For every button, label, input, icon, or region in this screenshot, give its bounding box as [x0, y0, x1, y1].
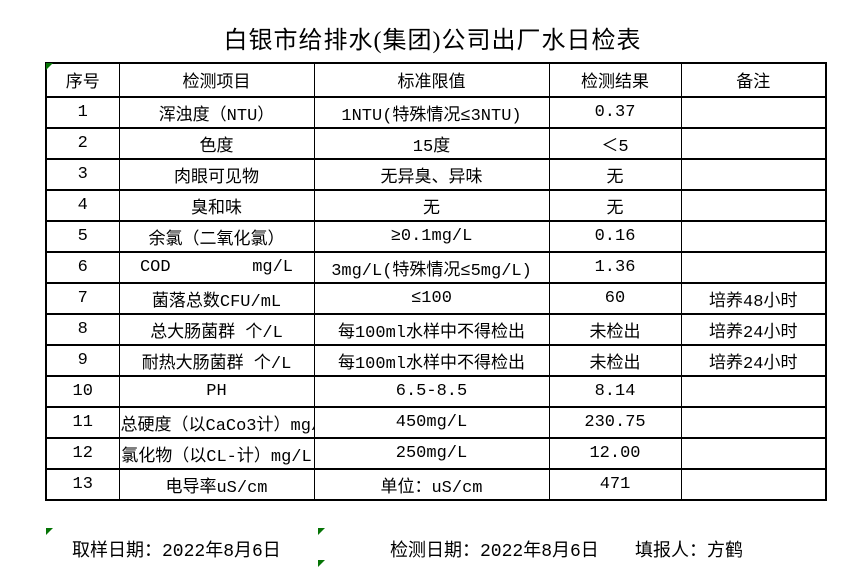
cell-item[interactable]: 臭和味	[118, 189, 315, 222]
cell-limit[interactable]: 每100ml水样中不得检出	[313, 313, 550, 346]
cell-result[interactable]: 0.37	[548, 96, 682, 129]
cell-no[interactable]: 11	[45, 406, 120, 439]
table-body: 1 浑浊度（NTU） 1NTU(特殊情况≤3NTU) 0.37 2 色度 15度…	[45, 96, 827, 501]
cell-remark[interactable]	[680, 127, 827, 160]
inspection-table: 序号 检测项目 标准限值 检测结果 备注 1 浑浊度（NTU） 1NTU(特殊情…	[45, 62, 827, 501]
table-row: 10 PH 6.5-8.5 8.14	[45, 375, 827, 408]
cell-no[interactable]: 12	[45, 437, 120, 470]
cell-item[interactable]: 浑浊度（NTU）	[118, 96, 315, 129]
cell-item[interactable]: 余氯（二氧化氯）	[118, 220, 315, 253]
cell-no[interactable]: 10	[45, 375, 120, 408]
cell-result[interactable]: 未检出	[548, 344, 682, 377]
cell-item[interactable]: 总硬度（以CaCo3计）mg/L	[118, 406, 315, 439]
excel-error-indicator-icon	[318, 560, 325, 567]
cell-no[interactable]: 5	[45, 220, 120, 253]
cell-remark[interactable]: 培养24小时	[680, 313, 827, 346]
cell-item[interactable]: COD mg/L	[118, 251, 315, 284]
column-header-no[interactable]: 序号	[45, 62, 120, 98]
cell-item[interactable]: 氯化物（以CL-计）mg/L	[118, 437, 315, 470]
table-row: 11 总硬度（以CaCo3计）mg/L 450mg/L 230.75	[45, 406, 827, 439]
cell-remark[interactable]: 培养24小时	[680, 344, 827, 377]
cell-result[interactable]: 12.00	[548, 437, 682, 470]
cell-no[interactable]: 4	[45, 189, 120, 222]
footer: 取样日期：2022年8月6日 检测日期：2022年8月6日 填报人：方鹤	[0, 536, 865, 562]
cell-limit[interactable]: 15度	[313, 127, 550, 160]
column-header-result[interactable]: 检测结果	[548, 62, 682, 98]
cell-no[interactable]: 13	[45, 468, 120, 501]
sampling-date-text: 取样日期：2022年8月6日	[72, 542, 281, 562]
reporter-text: 填报人：方鹤	[635, 542, 743, 562]
table-row: 1 浑浊度（NTU） 1NTU(特殊情况≤3NTU) 0.37	[45, 96, 827, 129]
cell-no[interactable]: 3	[45, 158, 120, 191]
cell-item[interactable]: PH	[118, 375, 315, 408]
cell-no[interactable]: 7	[45, 282, 120, 315]
table-row: 3 肉眼可见物 无异臭、异味 无	[45, 158, 827, 191]
cell-remark[interactable]	[680, 220, 827, 253]
cell-result[interactable]: 8.14	[548, 375, 682, 408]
cell-remark[interactable]	[680, 251, 827, 284]
table-row: 5 余氯（二氧化氯） ≥0.1mg/L 0.16	[45, 220, 827, 253]
table-row: 8 总大肠菌群 个/L 每100ml水样中不得检出 未检出 培养24小时	[45, 313, 827, 346]
cell-remark[interactable]	[680, 189, 827, 222]
cell-item[interactable]: 耐热大肠菌群 个/L	[118, 344, 315, 377]
cell-remark[interactable]	[680, 96, 827, 129]
excel-error-indicator-icon	[46, 63, 53, 70]
cell-result[interactable]: 471	[548, 468, 682, 501]
cell-result[interactable]: ＜5	[548, 127, 682, 160]
column-header-remark[interactable]: 备注	[680, 62, 827, 98]
cell-item[interactable]: 菌落总数CFU/mL	[118, 282, 315, 315]
cell-limit[interactable]: ≤100	[313, 282, 550, 315]
table-row: 2 色度 15度 ＜5	[45, 127, 827, 160]
cell-item[interactable]: 总大肠菌群 个/L	[118, 313, 315, 346]
cell-item[interactable]: 色度	[118, 127, 315, 160]
table-row: 6 COD mg/L 3mg/L(特殊情况≤5mg/L) 1.36	[45, 251, 827, 284]
cell-limit[interactable]: 1NTU(特殊情况≤3NTU)	[313, 96, 550, 129]
header-row: 序号 检测项目 标准限值 检测结果 备注	[45, 62, 827, 98]
cell-remark[interactable]	[680, 406, 827, 439]
cell-no[interactable]: 9	[45, 344, 120, 377]
column-header-limit[interactable]: 标准限值	[313, 62, 550, 98]
table-row: 13 电导率uS/cm 单位：uS/cm 471	[45, 468, 827, 501]
cell-result[interactable]: 无	[548, 158, 682, 191]
cell-no[interactable]: 6	[45, 251, 120, 284]
cell-no[interactable]: 8	[45, 313, 120, 346]
cell-remark[interactable]	[680, 158, 827, 191]
cell-item[interactable]: 电导率uS/cm	[118, 468, 315, 501]
cell-remark[interactable]: 培养48小时	[680, 282, 827, 315]
cell-limit[interactable]: 无	[313, 189, 550, 222]
cell-no[interactable]: 1	[45, 96, 120, 129]
cell-remark[interactable]	[680, 468, 827, 501]
cell-limit[interactable]: 每100ml水样中不得检出	[313, 344, 550, 377]
table-row: 12 氯化物（以CL-计）mg/L 250mg/L 12.00	[45, 437, 827, 470]
cell-result[interactable]: 无	[548, 189, 682, 222]
page-title: 白银市给排水(集团)公司出厂水日检表	[223, 28, 642, 54]
cell-limit[interactable]: 3mg/L(特殊情况≤5mg/L)	[313, 251, 550, 284]
cell-limit[interactable]: 450mg/L	[313, 406, 550, 439]
test-date-text: 检测日期：2022年8月6日	[390, 542, 599, 562]
excel-error-indicator-icon	[318, 528, 325, 535]
cell-limit[interactable]: 无异臭、异味	[313, 158, 550, 191]
cell-result[interactable]: 0.16	[548, 220, 682, 253]
cell-limit[interactable]: 250mg/L	[313, 437, 550, 470]
cell-result[interactable]: 1.36	[548, 251, 682, 284]
cell-result[interactable]: 60	[548, 282, 682, 315]
cell-remark[interactable]	[680, 375, 827, 408]
cell-no[interactable]: 2	[45, 127, 120, 160]
cell-result[interactable]: 未检出	[548, 313, 682, 346]
cell-limit[interactable]: ≥0.1mg/L	[313, 220, 550, 253]
table-row: 7 菌落总数CFU/mL ≤100 60 培养48小时	[45, 282, 827, 315]
column-header-item[interactable]: 检测项目	[118, 62, 315, 98]
cell-item[interactable]: 肉眼可见物	[118, 158, 315, 191]
cell-limit[interactable]: 6.5-8.5	[313, 375, 550, 408]
cell-limit[interactable]: 单位：uS/cm	[313, 468, 550, 501]
table-row: 9 耐热大肠菌群 个/L 每100ml水样中不得检出 未检出 培养24小时	[45, 344, 827, 377]
table-row: 4 臭和味 无 无	[45, 189, 827, 222]
cell-result[interactable]: 230.75	[548, 406, 682, 439]
cell-remark[interactable]	[680, 437, 827, 470]
excel-error-indicator-icon	[46, 528, 53, 535]
